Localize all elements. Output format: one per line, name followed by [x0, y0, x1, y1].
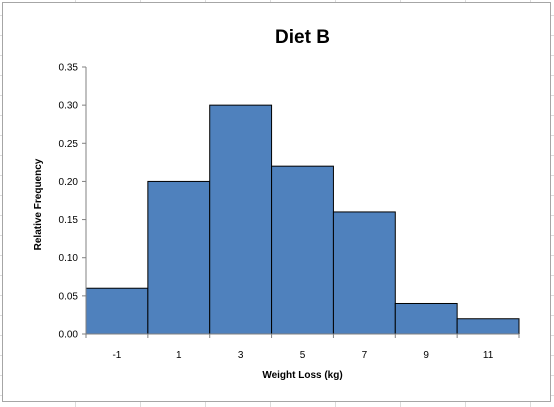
- y-axis-title: Relative Frequency: [33, 158, 44, 250]
- y-tick-label: 0.30: [59, 101, 79, 112]
- y-tick-label: 0.00: [59, 330, 79, 341]
- histogram-bar: [209, 104, 273, 335]
- histogram-bar: [271, 165, 334, 335]
- histogram-bar: [332, 211, 396, 335]
- histogram-chart: Diet B 0.00 0.05 0.10 0.15 0.20 0.25 0.30 0.35 -…: [33, 27, 520, 381]
- histogram-bar: [394, 302, 458, 335]
- y-tick-label: 0.25: [59, 139, 79, 150]
- x-tick-label: 5: [300, 350, 306, 361]
- y-tick-label: 0.35: [59, 63, 79, 74]
- x-tick-label: 7: [362, 350, 368, 361]
- plot-area: 0.00 0.05 0.10 0.15 0.20 0.25 0.30 0.35 -1 1 3 5 7 9 1…: [59, 63, 520, 361]
- y-tick-label: 0.10: [59, 253, 79, 264]
- histogram-bar: [85, 287, 149, 335]
- x-tick-label: 3: [238, 350, 244, 361]
- x-axis-title: Weight Loss (kg): [262, 370, 342, 381]
- x-tick-label: 9: [423, 350, 429, 361]
- chart-area[interactable]: Diet B 0.00 0.05 0.10 0.15 0.20 0.25 0.30 0.35 -…: [2, 2, 551, 402]
- histogram-bar: [456, 318, 520, 335]
- x-tick-label: -1: [112, 350, 121, 361]
- x-tick-label: 11: [483, 350, 494, 361]
- x-tick-label: 1: [176, 350, 182, 361]
- y-tick-label: 0.20: [59, 177, 79, 188]
- y-tick-label: 0.05: [59, 291, 79, 302]
- y-tick-label: 0.15: [59, 215, 79, 226]
- histogram-bar: [147, 180, 211, 335]
- chart-title: Diet B: [275, 27, 330, 48]
